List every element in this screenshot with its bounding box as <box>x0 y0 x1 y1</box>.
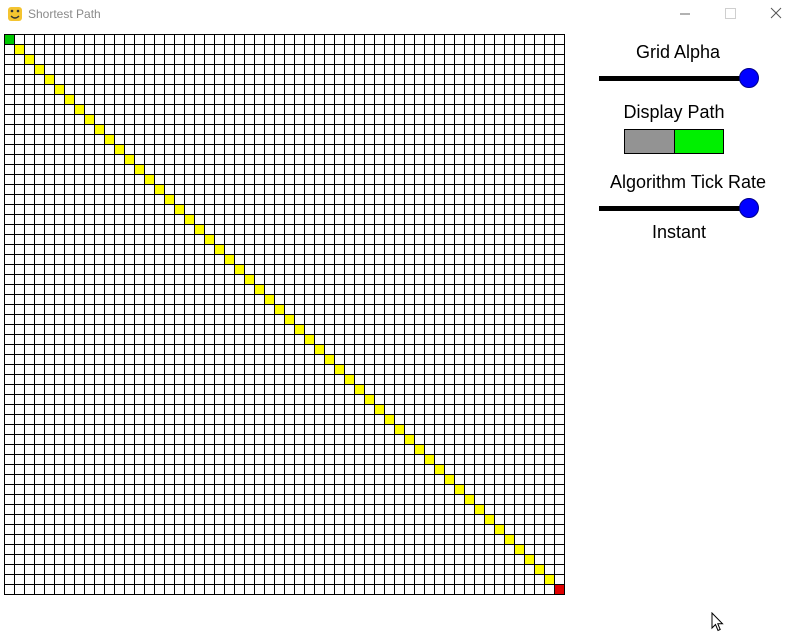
path-cell[interactable] <box>114 144 125 155</box>
path-cell[interactable] <box>424 454 435 465</box>
path-cell[interactable] <box>274 304 285 315</box>
path-cell[interactable] <box>264 294 275 305</box>
path-cell[interactable] <box>164 194 175 205</box>
path-cell[interactable] <box>344 374 355 385</box>
toggle-on-half[interactable] <box>674 130 723 153</box>
grid-alpha-label: Grid Alpha <box>635 42 721 62</box>
path-cell[interactable] <box>234 264 245 275</box>
path-cell[interactable] <box>84 114 95 125</box>
path-cell[interactable] <box>534 564 545 575</box>
path-cell[interactable] <box>104 134 115 145</box>
path-cell[interactable] <box>434 464 445 475</box>
path-cell[interactable] <box>154 184 165 195</box>
tick-rate-slider[interactable] <box>598 197 760 221</box>
close-icon <box>770 7 782 19</box>
path-cell[interactable] <box>374 404 385 415</box>
path-cell[interactable] <box>304 334 315 345</box>
path-cell[interactable] <box>214 244 225 255</box>
slider-track[interactable] <box>599 76 749 81</box>
grid-alpha-slider[interactable] <box>598 67 760 91</box>
minimize-button[interactable] <box>662 0 708 28</box>
title-bar: Shortest Path <box>0 0 798 28</box>
path-cell[interactable] <box>34 64 45 75</box>
display-path-label: Display Path <box>623 102 725 122</box>
path-cell[interactable] <box>334 364 345 375</box>
path-cell[interactable] <box>474 504 485 515</box>
maximize-button[interactable] <box>707 0 753 28</box>
minimize-icon <box>680 13 690 15</box>
path-cell[interactable] <box>354 384 365 395</box>
path-cell[interactable] <box>224 254 235 265</box>
path-cell[interactable] <box>144 174 155 185</box>
path-grid[interactable] <box>4 34 565 595</box>
path-cell[interactable] <box>254 284 265 295</box>
close-button[interactable] <box>752 0 798 28</box>
path-cell[interactable] <box>184 214 195 225</box>
path-cell[interactable] <box>364 394 375 405</box>
python-snake-icon <box>8 7 22 21</box>
path-cell[interactable] <box>444 474 455 485</box>
end-cell[interactable] <box>554 584 565 595</box>
path-cell[interactable] <box>314 344 325 355</box>
path-cell[interactable] <box>134 164 145 175</box>
path-cell[interactable] <box>74 104 85 115</box>
slider-track[interactable] <box>599 206 749 211</box>
grid-canvas[interactable] <box>4 34 565 595</box>
path-cell[interactable] <box>24 54 35 65</box>
path-cell[interactable] <box>94 124 105 135</box>
path-cell[interactable] <box>284 314 295 325</box>
path-cell[interactable] <box>404 434 415 445</box>
window-title: Shortest Path <box>28 7 101 21</box>
path-cell[interactable] <box>54 84 65 95</box>
path-cell[interactable] <box>44 74 55 85</box>
path-cell[interactable] <box>294 324 305 335</box>
tick-rate-value: Instant <box>651 222 707 242</box>
path-cell[interactable] <box>124 154 135 165</box>
slider-knob[interactable] <box>739 68 759 88</box>
path-cell[interactable] <box>524 554 535 565</box>
path-cell[interactable] <box>14 44 25 55</box>
path-cell[interactable] <box>544 574 555 585</box>
mouse-cursor-icon <box>711 612 724 632</box>
tick-rate-label: Algorithm Tick Rate <box>610 172 767 192</box>
path-cell[interactable] <box>514 544 525 555</box>
maximize-icon <box>725 8 736 19</box>
path-cell[interactable] <box>204 234 215 245</box>
path-cell[interactable] <box>504 534 515 545</box>
start-cell[interactable] <box>4 34 15 45</box>
path-cell[interactable] <box>64 94 75 105</box>
path-cell[interactable] <box>194 224 205 235</box>
path-cell[interactable] <box>414 444 425 455</box>
path-cell[interactable] <box>394 424 405 435</box>
toggle-off-half[interactable] <box>625 130 675 153</box>
display-path-toggle[interactable] <box>624 129 724 154</box>
path-cell[interactable] <box>494 524 505 535</box>
path-cell[interactable] <box>384 414 395 425</box>
path-cell[interactable] <box>324 354 335 365</box>
path-cell[interactable] <box>484 514 495 525</box>
path-cell[interactable] <box>174 204 185 215</box>
path-cell[interactable] <box>244 274 255 285</box>
path-cell[interactable] <box>464 494 475 505</box>
path-cell[interactable] <box>454 484 465 495</box>
slider-knob[interactable] <box>739 198 759 218</box>
